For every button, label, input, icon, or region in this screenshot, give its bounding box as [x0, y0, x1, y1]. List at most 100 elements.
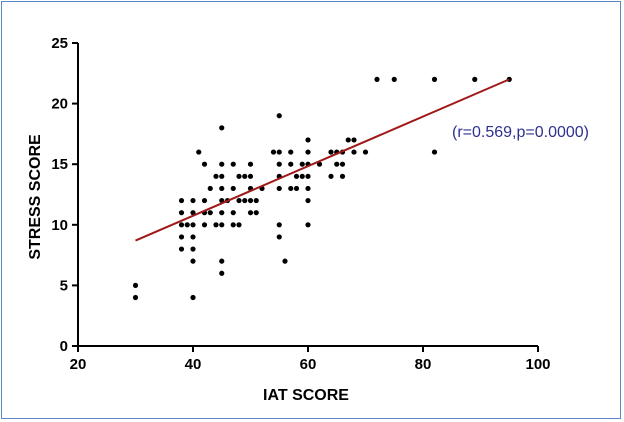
data-point: [328, 149, 334, 155]
data-point: [276, 149, 282, 155]
y-tick-label: 5: [60, 277, 68, 294]
data-point: [293, 185, 300, 192]
data-point: [230, 210, 236, 216]
data-point: [247, 210, 254, 216]
data-point: [184, 222, 190, 228]
data-point: [219, 258, 225, 264]
data-point: [219, 125, 225, 131]
y-tick-label: 20: [51, 96, 68, 113]
data-point: [351, 137, 357, 143]
y-tick-label: 10: [51, 217, 68, 234]
data-point: [276, 222, 282, 228]
data-points: [132, 76, 512, 301]
x-tick-label: 60: [300, 356, 317, 373]
data-point: [190, 197, 196, 204]
data-point: [196, 149, 202, 155]
data-point: [230, 222, 236, 228]
data-point: [178, 222, 185, 228]
data-point: [305, 137, 311, 143]
correlation-annotation: (r=0.569,p=0.0000): [452, 124, 589, 141]
x-axis-title: IAT SCORE: [263, 387, 349, 404]
y-tick-label: 25: [51, 35, 68, 52]
data-point: [305, 222, 311, 228]
data-point: [472, 76, 478, 82]
data-point: [282, 258, 288, 264]
data-point: [288, 149, 294, 155]
y-axis-title: STRESS SCORE: [27, 134, 44, 260]
x-tick-label: 100: [525, 356, 550, 373]
data-point: [334, 161, 340, 167]
data-point: [305, 149, 311, 155]
data-point: [316, 161, 323, 167]
data-point: [219, 161, 225, 167]
data-point: [351, 149, 357, 155]
data-point: [230, 185, 236, 192]
x-axis-ticks: 20 40 60 80 100: [70, 346, 551, 373]
data-point: [288, 161, 294, 167]
data-point: [276, 185, 282, 192]
data-point: [213, 173, 219, 179]
data-point: [339, 161, 346, 167]
data-point: [253, 197, 259, 204]
data-point: [190, 210, 196, 216]
data-point: [345, 137, 351, 143]
data-point: [270, 149, 277, 155]
data-point: [178, 234, 185, 240]
x-tick-label: 20: [70, 356, 87, 373]
data-point: [305, 197, 311, 204]
data-point: [178, 197, 185, 204]
x-tick-label: 80: [415, 356, 432, 373]
x-tick-label: 40: [185, 356, 202, 373]
data-point: [201, 197, 208, 204]
data-point: [178, 210, 185, 216]
data-point: [132, 282, 139, 288]
data-point: [236, 173, 242, 179]
data-point: [305, 185, 311, 192]
data-point: [328, 173, 334, 179]
data-point: [178, 246, 185, 252]
data-point: [132, 294, 139, 301]
data-point: [431, 76, 438, 82]
data-point: [276, 234, 282, 240]
data-point: [236, 197, 242, 204]
data-point: [299, 173, 305, 179]
data-point: [242, 197, 248, 204]
data-point: [219, 185, 225, 192]
data-point: [190, 222, 196, 228]
data-point: [219, 173, 225, 179]
y-tick-label: 15: [51, 156, 68, 173]
data-point: [201, 222, 208, 228]
data-point: [219, 222, 225, 228]
data-point: [213, 222, 219, 228]
data-point: [305, 173, 311, 179]
data-point: [276, 113, 282, 119]
data-point: [247, 161, 254, 167]
data-point: [242, 173, 248, 179]
y-tick-label: 0: [60, 338, 68, 355]
data-point: [219, 210, 225, 216]
data-point: [247, 197, 254, 204]
data-point: [207, 210, 213, 216]
data-point: [190, 234, 196, 240]
data-point: [236, 222, 242, 228]
data-point: [190, 258, 196, 264]
data-point: [374, 76, 380, 82]
data-point: [230, 161, 236, 167]
y-axis-ticks: 0 5 10 15 20 25: [51, 35, 78, 355]
data-point: [431, 149, 438, 155]
data-point: [190, 294, 196, 301]
data-point: [201, 161, 208, 167]
data-point: [362, 149, 369, 155]
data-point: [276, 161, 282, 167]
data-point: [391, 76, 397, 82]
data-point: [293, 173, 300, 179]
data-point: [339, 173, 346, 179]
data-point: [288, 185, 294, 192]
data-point: [190, 246, 196, 252]
data-point: [247, 173, 254, 179]
data-point: [299, 161, 305, 167]
data-point: [253, 210, 259, 216]
regression-line: [135, 78, 510, 242]
data-point: [219, 270, 225, 276]
